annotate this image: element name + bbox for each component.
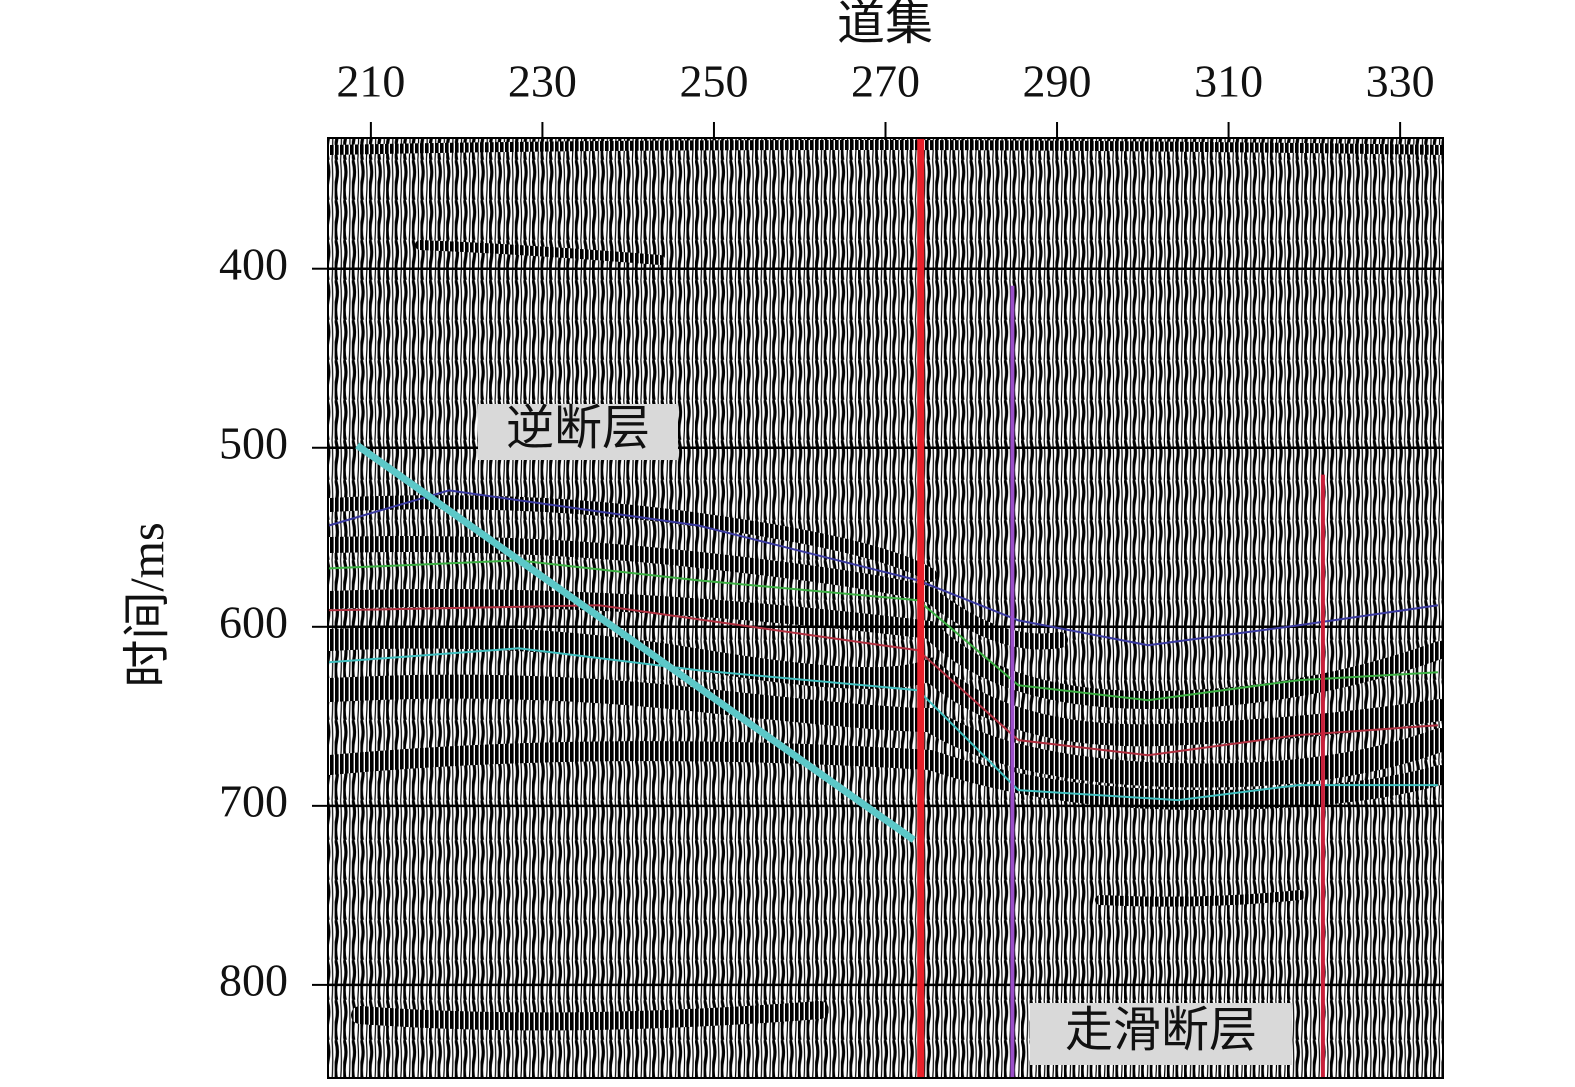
y-tick-label: 600 bbox=[219, 596, 288, 647]
plot-frame bbox=[327, 137, 1444, 1079]
annotation: 走滑断层 bbox=[1065, 1004, 1257, 1057]
annotation: 逆断层 bbox=[506, 402, 650, 455]
x-axis-title: 道集 bbox=[837, 0, 933, 50]
x-tick-label: 250 bbox=[679, 56, 748, 107]
y-tick-label: 700 bbox=[219, 775, 288, 826]
y-tick-label: 500 bbox=[219, 417, 288, 468]
interpretation bbox=[328, 138, 1439, 1078]
x-tick-label: 270 bbox=[851, 56, 920, 107]
y-tick-label: 800 bbox=[219, 954, 288, 1005]
annotation-box bbox=[478, 404, 678, 460]
y-tick-label: 400 bbox=[219, 238, 288, 289]
x-tick-label: 310 bbox=[1194, 56, 1263, 107]
horizon bbox=[328, 604, 1438, 757]
fault bbox=[355, 442, 916, 843]
x-tick-label: 330 bbox=[1366, 56, 1435, 107]
horizon bbox=[328, 647, 1438, 802]
seismic-texture bbox=[328, 138, 1443, 1078]
horizon bbox=[328, 489, 1439, 647]
y-axis-title: 时间/ms bbox=[121, 522, 174, 687]
x-tick-label: 230 bbox=[508, 56, 577, 107]
annotation-box bbox=[1030, 1003, 1292, 1065]
x-tick-label: 210 bbox=[336, 56, 405, 107]
horizon bbox=[328, 559, 1438, 702]
x-tick-label: 290 bbox=[1023, 56, 1092, 107]
